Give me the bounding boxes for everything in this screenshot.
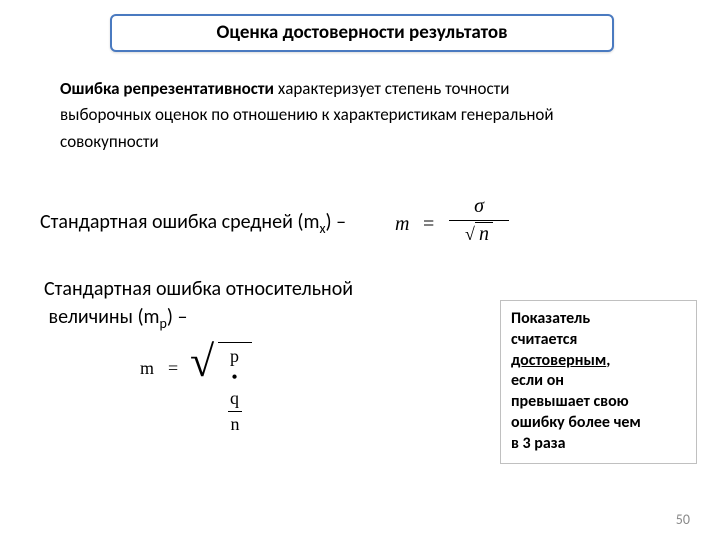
para-line3: совокупности <box>60 131 159 152</box>
fmx-eq: = <box>423 213 434 236</box>
fmp-m: m <box>140 358 154 379</box>
note-l3-under: достоверным <box>511 351 606 370</box>
slide-title: Оценка достоверности результатов <box>216 21 507 44</box>
fmx-surd: √ <box>465 224 475 244</box>
intro-paragraph: Ошибка репрезентативности характеризует … <box>60 76 680 155</box>
formula-mp: m = √ p • q n <box>140 340 300 400</box>
lead-rest: характеризует степень точности <box>274 78 509 99</box>
note-l5: превышает свою <box>511 392 629 411</box>
fmx-sqrt: √n <box>465 223 493 246</box>
fmx-num: σ <box>449 195 509 221</box>
note-l1: Показатель <box>511 309 590 328</box>
fmx-radicand: n <box>475 222 493 245</box>
fmp-frac: p • q n <box>218 342 252 435</box>
sec2-line1: Стандартная ошибка относительной <box>44 277 353 301</box>
note-l3-after: , <box>606 351 610 370</box>
section-mp-heading: Стандартная ошибка относительной величин… <box>44 275 353 334</box>
para-line2: выборочных оценок по отношению к характе… <box>60 104 554 125</box>
fmp-den: n <box>228 412 242 435</box>
fmx-den: √n <box>449 221 509 246</box>
section-mx-heading: Стандартная ошибка средней (mx) – <box>40 208 346 239</box>
note-l7: в 3 раза <box>511 434 565 453</box>
note-box: Показатель считается достоверным, если о… <box>500 300 697 464</box>
formula-mx: m = σ √n <box>395 195 515 255</box>
lead-bold: Ошибка репрезентативности <box>60 78 274 99</box>
fmx-m: m <box>395 213 409 236</box>
fmx-fraction: σ √n <box>449 195 509 246</box>
sec2-line2pre: величины (m <box>49 305 160 329</box>
note-l4: если он <box>511 371 564 390</box>
sec1-post: ) – <box>326 210 347 234</box>
fmp-eq: = <box>168 358 178 379</box>
fmp-num: p • q <box>228 346 242 412</box>
sec1-pre: Стандартная ошибка средней (m <box>40 210 319 234</box>
sec2-line2post: ) – <box>167 305 188 329</box>
slide-number: 50 <box>676 511 690 528</box>
fmp-surd: √ <box>190 340 214 384</box>
note-l6: ошибку более чем <box>511 413 641 432</box>
slide-title-box: Оценка достоверности результатов <box>110 14 614 52</box>
note-l2: считается <box>511 330 577 349</box>
sec2-sub: p <box>160 315 167 332</box>
